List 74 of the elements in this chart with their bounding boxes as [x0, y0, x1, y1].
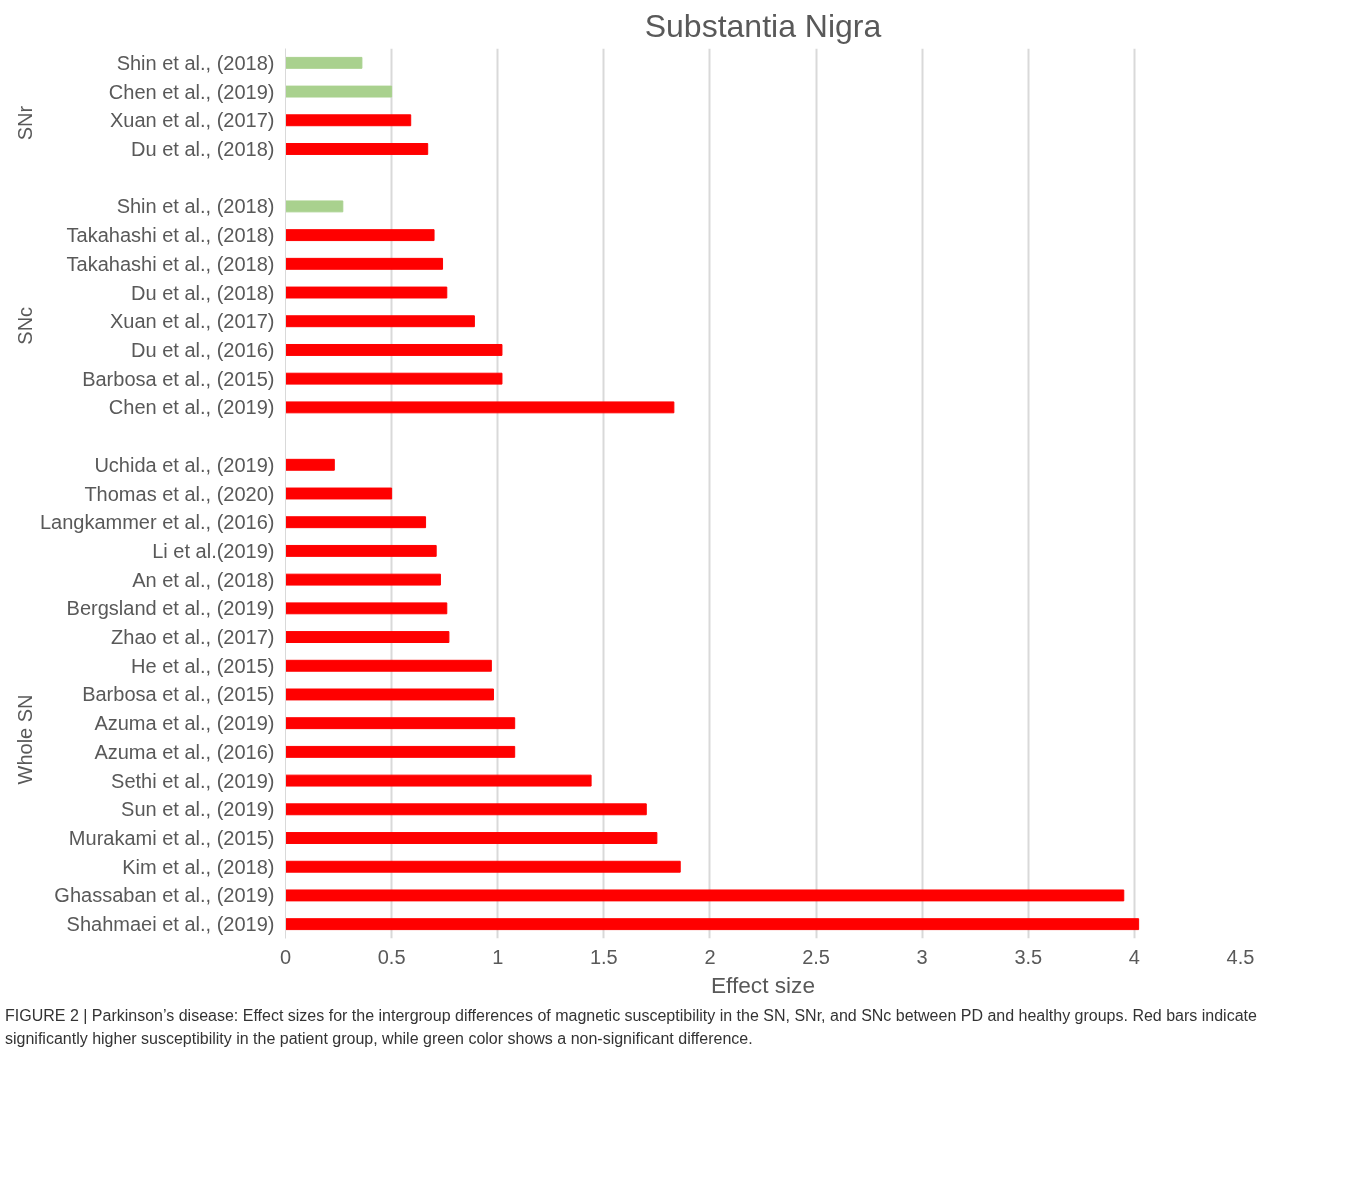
bar — [285, 774, 592, 787]
bar — [285, 860, 681, 873]
x-tick-label: 2.5 — [802, 945, 830, 968]
bar — [285, 257, 444, 270]
y-tick-label: Barbosa et al., (2015) — [82, 367, 275, 390]
bar — [285, 200, 344, 213]
y-tick-label: An et al., (2018) — [132, 568, 275, 591]
y-tick-label: Langkammer et al., (2016) — [39, 511, 275, 534]
bar — [285, 372, 503, 385]
x-tick-label: 4 — [1128, 945, 1140, 968]
y-tick-label: Shahmaei et al., (2019) — [66, 913, 275, 936]
bar — [285, 401, 675, 414]
y-tick-label: Azuma et al., (2016) — [94, 740, 275, 763]
y-tick-label: Barbosa et al., (2015) — [82, 683, 275, 706]
bar — [285, 631, 450, 643]
y-tick-label: He et al., (2015) — [131, 654, 275, 677]
y-tick-label: Kim et al., (2018) — [122, 855, 275, 878]
bar — [285, 573, 441, 586]
bar — [285, 143, 429, 155]
y-tick-label: Uchida et al., (2019) — [94, 453, 275, 476]
y-tick-label: Chen et al., (2019) — [108, 396, 275, 419]
y-tick-label: Chen et al., (2019) — [108, 80, 275, 103]
y-tick-label: Du et al., (2018) — [131, 281, 275, 304]
bar — [285, 803, 647, 816]
y-tick-label: Bergsland et al., (2019) — [66, 597, 275, 620]
bar — [285, 85, 393, 98]
x-tick-label: 0.5 — [377, 945, 406, 968]
text: Whole SN — [14, 694, 37, 785]
bar — [285, 516, 427, 529]
x-tick-label: 1 — [492, 945, 504, 968]
x-tick-label: 1.5 — [589, 945, 618, 968]
text: SNc — [14, 306, 37, 345]
bar — [285, 487, 393, 500]
y-tick-label: Thomas et al., (2020) — [84, 482, 275, 505]
text: SNr — [14, 105, 37, 141]
bar — [285, 114, 412, 127]
y-tick-label: Shin et al., (2018) — [116, 195, 275, 218]
y-tick-label: Murakami et al., (2015) — [68, 827, 275, 850]
x-tick-label: 3 — [916, 945, 928, 968]
bar — [285, 344, 503, 356]
y-tick-label: Du et al., (2016) — [131, 338, 275, 361]
x-tick-label: 3.5 — [1014, 945, 1043, 968]
x-axis-title: Effect size — [710, 971, 816, 998]
y-tick-label: Li et al.(2019) — [152, 539, 275, 562]
bar — [285, 602, 448, 615]
y-tick-label: Ghassaban et al., (2019) — [54, 884, 275, 907]
y-tick-label: Azuma et al., (2019) — [94, 712, 275, 735]
chart-title: Substantia Nigra — [644, 7, 882, 44]
bar — [285, 56, 363, 69]
bar — [285, 688, 494, 701]
y-tick-label: Zhao et al., (2017) — [111, 626, 275, 649]
bar — [285, 717, 516, 730]
bar — [285, 889, 1125, 902]
bar — [285, 458, 335, 471]
bar — [285, 315, 475, 328]
bar — [285, 286, 448, 299]
bar — [285, 659, 492, 672]
bar — [285, 229, 435, 242]
bar — [285, 544, 437, 557]
y-tick-label: Shin et al., (2018) — [116, 51, 275, 74]
y-tick-label: Sun et al., (2019) — [121, 798, 275, 821]
x-tick-label: 4.5 — [1226, 945, 1255, 968]
y-tick-label: Sethi et al., (2019) — [111, 769, 275, 792]
bar — [285, 832, 658, 844]
bar — [285, 918, 1140, 931]
y-tick-label: Du et al., (2018) — [131, 137, 275, 160]
x-tick-label: 0 — [279, 945, 292, 968]
y-tick-label: Takahashi et al., (2018) — [66, 224, 275, 247]
y-tick-label: Xuan et al., (2017) — [109, 310, 275, 333]
x-tick-label: 2 — [704, 945, 716, 968]
bar — [285, 745, 516, 758]
y-tick-label: Takahashi et al., (2018) — [66, 252, 275, 275]
y-tick-label: Xuan et al., (2017) — [109, 109, 275, 132]
caption: FIGURE 2 | Parkinson’s disease: Effect sizes for the intergroup differences of magnetic susceptibility in the SN, SNr, and SNc between PD and healthy groups. Red bars indicate significantly higher susceptibility in the patient group, while green color shows a non-significant difference. — [5, 1006, 1258, 1049]
